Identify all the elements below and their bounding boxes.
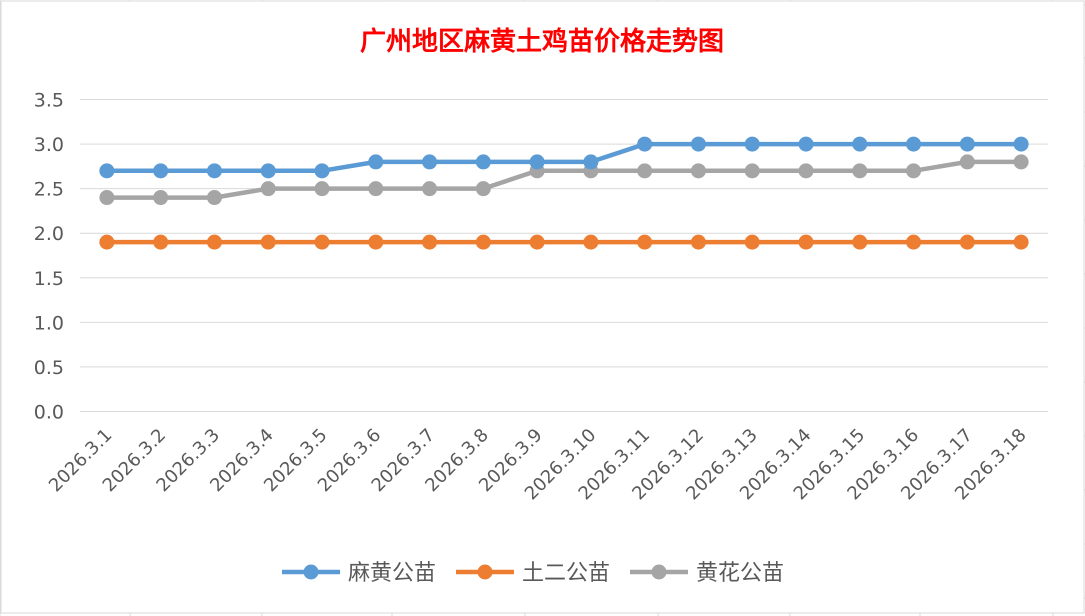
series-3 <box>99 154 1029 206</box>
y-tick-label: 3.5 <box>34 90 64 112</box>
legend-label: 土二公苗 <box>522 561 610 586</box>
series-line <box>104 141 1024 174</box>
legend-label: 麻黄公苗 <box>348 561 436 586</box>
data-point <box>260 163 276 179</box>
data-point <box>583 234 599 250</box>
data-point <box>690 136 706 152</box>
data-point <box>744 163 760 179</box>
y-tick-label: 2.5 <box>34 179 64 201</box>
data-point <box>1013 234 1029 250</box>
data-point <box>368 181 384 197</box>
data-point <box>906 136 922 152</box>
data-point <box>422 234 438 250</box>
data-point <box>153 163 169 179</box>
data-point <box>906 234 922 250</box>
data-point <box>529 154 545 170</box>
data-point <box>798 136 814 152</box>
legend: 麻黄公苗 土二公苗 黄花公苗 <box>282 561 784 586</box>
y-tick-label: 1.5 <box>34 268 64 290</box>
data-point <box>583 154 599 170</box>
data-point <box>852 136 868 152</box>
data-point <box>206 234 222 250</box>
legend-item: 麻黄公苗 <box>282 561 436 586</box>
data-point <box>852 163 868 179</box>
plot-gridlines <box>80 99 1048 412</box>
y-tick-label: 1.0 <box>34 312 64 334</box>
data-point <box>1013 136 1029 152</box>
series-1 <box>99 136 1029 179</box>
legend-swatch-marker <box>477 564 493 580</box>
series-line <box>104 159 1024 200</box>
y-tick-label: 0.0 <box>34 402 64 424</box>
data-point <box>153 234 169 250</box>
legend-label: 黄花公苗 <box>696 561 784 586</box>
data-point <box>637 136 653 152</box>
data-point <box>852 234 868 250</box>
data-point <box>906 163 922 179</box>
data-point <box>206 190 222 206</box>
data-point <box>260 234 276 250</box>
data-point <box>314 163 330 179</box>
data-point <box>690 234 706 250</box>
y-axis-tick-labels: 0.0 0.5 1.0 1.5 2.0 2.5 3.0 3.5 <box>34 90 64 424</box>
y-tick-label: 2.0 <box>34 223 64 245</box>
data-point <box>368 234 384 250</box>
series-layer <box>99 136 1029 250</box>
data-point <box>798 163 814 179</box>
legend-item: 土二公苗 <box>456 561 610 586</box>
data-point <box>690 163 706 179</box>
data-point <box>475 154 491 170</box>
data-point <box>99 190 115 206</box>
data-point <box>959 154 975 170</box>
data-point <box>637 234 653 250</box>
data-point <box>314 181 330 197</box>
data-point <box>959 136 975 152</box>
data-point <box>99 163 115 179</box>
data-point <box>422 154 438 170</box>
data-point <box>959 234 975 250</box>
data-point <box>475 234 491 250</box>
data-point <box>529 234 545 250</box>
series-2 <box>99 234 1029 250</box>
data-point <box>368 154 384 170</box>
data-point <box>206 163 222 179</box>
chart-title: 广州地区麻黄土鸡苗价格走势图 <box>360 26 724 57</box>
legend-swatch-marker <box>651 564 667 580</box>
y-tick-label: 0.5 <box>34 357 64 379</box>
data-point <box>744 234 760 250</box>
data-point <box>637 163 653 179</box>
y-tick-label: 3.0 <box>34 134 64 156</box>
data-point <box>153 190 169 206</box>
data-point <box>744 136 760 152</box>
data-point <box>422 181 438 197</box>
data-point <box>99 234 115 250</box>
data-point <box>260 181 276 197</box>
data-point <box>798 234 814 250</box>
data-point <box>475 181 491 197</box>
data-point <box>1013 154 1029 170</box>
legend-swatch-marker <box>303 564 319 580</box>
data-point <box>314 234 330 250</box>
legend-item: 黄花公苗 <box>630 561 784 586</box>
